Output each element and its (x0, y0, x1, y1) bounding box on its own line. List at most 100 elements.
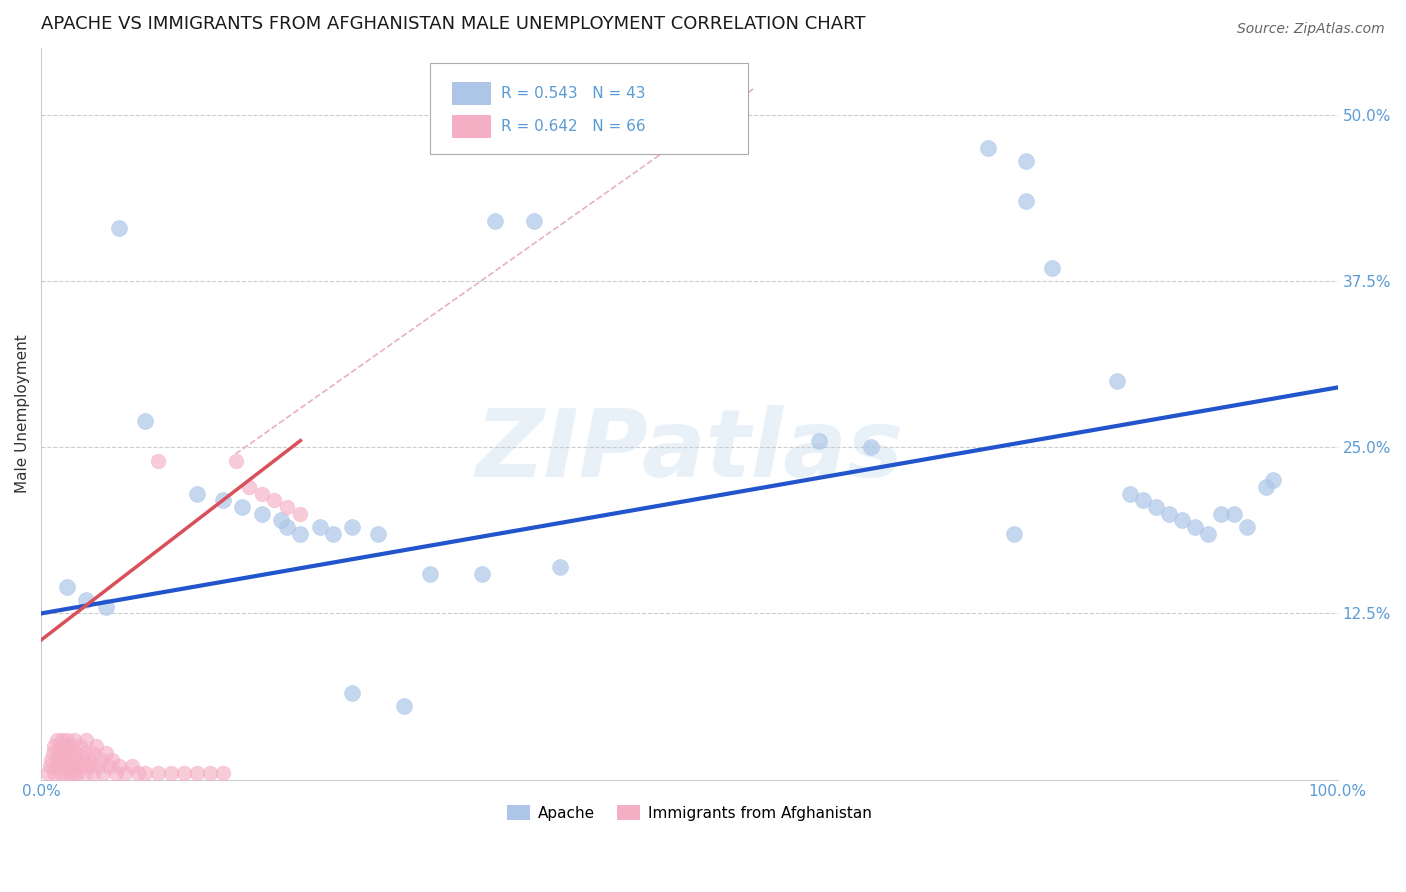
Text: APACHE VS IMMIGRANTS FROM AFGHANISTAN MALE UNEMPLOYMENT CORRELATION CHART: APACHE VS IMMIGRANTS FROM AFGHANISTAN MA… (41, 15, 866, 33)
Point (114, 766, 136, 780)
Point (87, 759, 110, 773)
Point (225, 453, 247, 467)
Point (46, 753, 69, 767)
Point (94, 599, 117, 614)
Point (308, 520, 330, 534)
Point (1107, 374, 1129, 388)
Point (62, 766, 84, 780)
Point (342, 520, 364, 534)
Point (471, 566, 494, 581)
Point (290, 526, 312, 541)
Point (82, 766, 104, 780)
Point (250, 487, 273, 501)
Point (322, 526, 344, 541)
Point (976, 141, 998, 155)
Point (39, 759, 62, 773)
FancyBboxPatch shape (453, 82, 491, 105)
Point (1261, 474, 1284, 488)
Text: R = 0.543   N = 43: R = 0.543 N = 43 (502, 87, 645, 101)
FancyBboxPatch shape (430, 63, 748, 154)
Point (58, 753, 80, 767)
Point (94, 746, 117, 760)
Point (76, 593, 98, 607)
Point (367, 526, 389, 541)
Point (97, 759, 120, 773)
Point (108, 221, 131, 235)
Point (62, 732, 84, 747)
Point (66, 766, 89, 780)
Point (1159, 507, 1181, 521)
Point (276, 500, 298, 514)
Point (1223, 507, 1246, 521)
Point (72, 753, 94, 767)
Point (1171, 513, 1194, 527)
Point (52, 753, 75, 767)
Text: R = 0.642   N = 66: R = 0.642 N = 66 (502, 119, 645, 134)
Point (134, 766, 156, 780)
Point (45, 732, 67, 747)
Point (42, 739, 65, 754)
Point (59, 746, 82, 760)
Point (1042, 260, 1064, 275)
Y-axis label: Male Unemployment: Male Unemployment (15, 334, 30, 493)
Point (290, 507, 312, 521)
FancyBboxPatch shape (453, 115, 491, 138)
Point (53, 746, 76, 760)
Point (1119, 487, 1142, 501)
Point (808, 434, 831, 448)
Point (56, 732, 79, 747)
Point (548, 560, 571, 574)
Point (270, 513, 292, 527)
Point (159, 766, 181, 780)
Point (198, 766, 221, 780)
Point (59, 766, 82, 780)
Point (250, 507, 273, 521)
Point (392, 699, 415, 714)
Point (76, 732, 98, 747)
Point (108, 759, 131, 773)
Point (1144, 500, 1167, 514)
Point (134, 414, 156, 428)
Text: ZIPatlas: ZIPatlas (475, 405, 904, 497)
Point (76, 759, 98, 773)
Point (63, 753, 86, 767)
Point (49, 739, 72, 754)
Point (75, 766, 97, 780)
Point (56, 759, 79, 773)
Point (90, 753, 112, 767)
Point (53, 766, 76, 780)
Point (523, 214, 546, 228)
Point (59, 739, 82, 754)
Point (1015, 194, 1038, 209)
Point (105, 766, 128, 780)
Point (211, 493, 233, 508)
Point (82, 746, 104, 760)
Point (73, 746, 96, 760)
Point (37, 766, 59, 780)
Point (45, 759, 67, 773)
Text: Source: ZipAtlas.com: Source: ZipAtlas.com (1237, 22, 1385, 37)
Point (93, 766, 115, 780)
Point (1236, 520, 1258, 534)
Point (211, 766, 233, 780)
Point (51, 759, 73, 773)
Point (186, 766, 208, 780)
Point (84, 739, 107, 754)
Point (65, 746, 87, 760)
Legend: Apache, Immigrants from Afghanistan: Apache, Immigrants from Afghanistan (501, 798, 877, 827)
Point (342, 686, 364, 700)
Point (1002, 526, 1025, 541)
Point (231, 500, 253, 514)
Point (173, 766, 195, 780)
Point (263, 493, 285, 508)
Point (69, 759, 91, 773)
Point (419, 566, 441, 581)
Point (41, 753, 63, 767)
Point (1015, 154, 1038, 169)
Point (42, 766, 65, 780)
Point (55, 739, 77, 754)
Point (276, 520, 298, 534)
Point (146, 766, 169, 780)
Point (1184, 520, 1206, 534)
Point (56, 580, 79, 594)
